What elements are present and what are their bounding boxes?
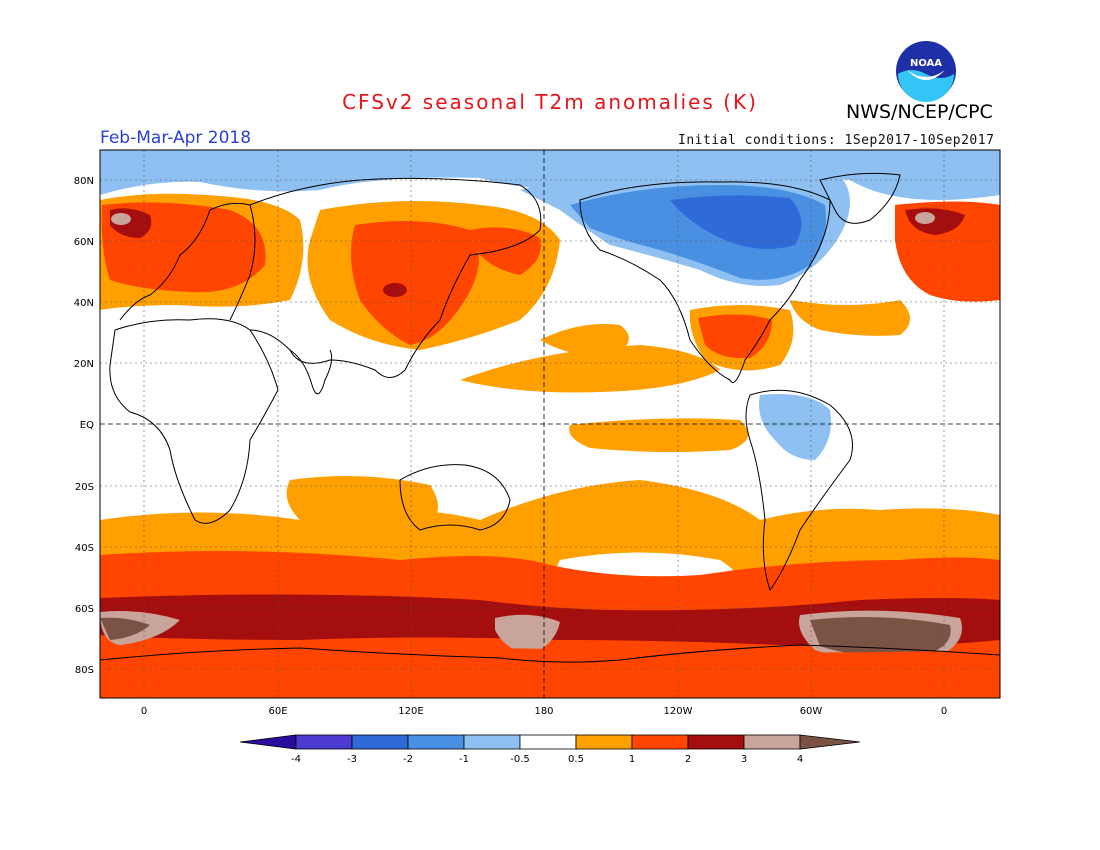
colorbar-label: 0.5 [568,754,584,765]
lon-label: 0 [941,706,947,717]
arctic-cool-band [100,150,1000,200]
coastlines [100,172,1000,663]
colorbar-swatch [295,734,353,750]
lat-label: 60S [75,604,94,615]
lon-label: 120E [398,706,423,717]
colorbar-label: 3 [741,754,747,765]
reference-lines [100,150,1000,698]
colorbar-label: 2 [685,754,691,765]
colorbar-label: -4 [291,754,301,765]
svg-text:NOAA: NOAA [910,58,942,69]
colorbar [239,734,861,750]
map-title: CFSv2 seasonal T2m anomalies (K) [342,90,758,114]
colorbar-label: -3 [347,754,357,765]
agency-label: NWS/NCEP/CPC [846,101,993,123]
greenland-outline [819,172,901,224]
colorbar-labels: -4 -3 -2 -1 -0.5 0.5 1 2 3 4 [291,754,803,765]
colorbar-swatch [351,734,409,750]
europe-outline [119,202,256,321]
south-america-outline [745,389,853,592]
colorbar-swatch [519,734,577,750]
lat-label: 60N [74,237,94,248]
lon-label: 0 [141,706,147,717]
latitude-labels: 80N 60N 40N 20N EQ 20S 40S 60S 80S [74,176,94,676]
lat-label: 20S [75,482,94,493]
longitude-labels: 0 60E 120E 180 120W 60W 0 [141,706,947,717]
colorbar-label: 4 [797,754,803,765]
lon-label: 60W [800,706,823,717]
colorbar-swatch [687,734,745,750]
lon-label: 120W [664,706,693,717]
india-outline [289,349,333,395]
forecast-period: Feb-Mar-Apr 2018 [100,128,252,148]
antarctica-outline [100,644,1000,663]
lat-label: 40N [74,298,94,309]
colorbar-swatch [407,734,465,750]
lat-label: 80N [74,176,94,187]
asia-outline [249,177,542,378]
colorbar-swatch [743,734,801,750]
central-pacific-warm [460,345,720,393]
initial-conditions: Initial conditions: 1Sep2017-10Sep2017 [678,133,995,148]
colorbar-swatch [631,734,689,750]
colorbar-swatch [463,734,521,750]
gridlines [100,150,1000,698]
colorbar-label: -1 [459,754,469,765]
colorbar-lower-arrow [239,734,297,750]
colorbar-swatch [575,734,633,750]
lat-label: 40S [75,543,94,554]
lon-label: 60E [268,706,287,717]
colorbar-label: -0.5 [510,754,530,765]
colorbar-label: 1 [629,754,635,765]
lat-label: EQ [80,420,94,431]
lat-label: 80S [75,665,94,676]
north-america-outline [579,181,831,383]
colorbar-upper-arrow [799,734,861,750]
lat-label: 20N [74,359,94,370]
australia-outline [399,464,511,531]
africa-outline [109,318,279,524]
map-frame [99,149,1001,699]
south-america-cool [759,394,831,460]
noaa-logo: NOAA [896,41,956,102]
lon-label: 180 [534,706,553,717]
colorbar-label: -2 [403,754,413,765]
